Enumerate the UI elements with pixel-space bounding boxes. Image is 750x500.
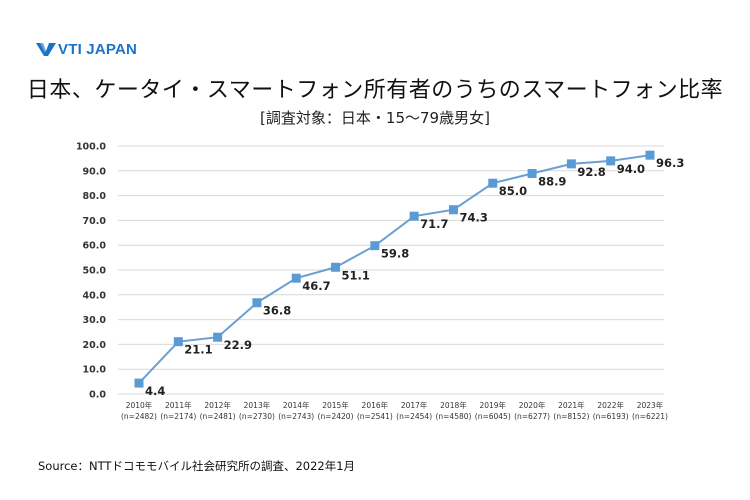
x-sample-size-label: (n=6193) <box>593 412 629 421</box>
x-sample-size-label: (n=6221) <box>632 412 668 421</box>
x-sample-size-label: (n=2454) <box>396 412 432 421</box>
data-value-label: 92.8 <box>577 165 605 179</box>
x-tick-label: 2023年 <box>637 400 664 410</box>
data-value-label: 94.0 <box>617 162 645 176</box>
x-sample-size-label: (n=2174) <box>160 412 196 421</box>
x-tick-label: 2013年 <box>244 400 271 410</box>
x-tick-label: 2022年 <box>597 400 624 410</box>
y-tick-label: 70.0 <box>83 216 107 227</box>
source-note: Source：NTTドコモモバイル社会研究所の調査、2022年1月 <box>38 459 356 473</box>
data-value-label: 36.8 <box>263 304 291 318</box>
x-sample-size-label: (n=6277) <box>514 412 550 421</box>
data-value-label: 71.7 <box>420 217 448 231</box>
y-tick-label: 10.0 <box>83 365 107 376</box>
y-tick-label: 60.0 <box>83 241 107 252</box>
vti-logo-icon <box>36 43 56 56</box>
data-point-marker <box>173 337 183 347</box>
x-sample-size-label: (n=8152) <box>553 412 589 421</box>
data-point-marker <box>527 169 537 179</box>
x-tick-label: 2019年 <box>479 400 506 410</box>
x-sample-size-label: (n=2482) <box>121 412 157 421</box>
y-tick-label: 20.0 <box>83 340 107 351</box>
data-value-label: 4.4 <box>145 384 165 398</box>
data-point-marker <box>606 156 616 166</box>
x-tick-label: 2012年 <box>204 400 231 410</box>
data-point-marker <box>566 159 576 169</box>
data-value-label: 85.0 <box>499 184 527 198</box>
data-value-label: 96.3 <box>656 156 684 170</box>
x-sample-size-label: (n=2730) <box>239 412 275 421</box>
data-value-label: 21.1 <box>184 343 212 357</box>
y-tick-label: 0.0 <box>89 390 106 401</box>
x-sample-size-label: (n=4580) <box>435 412 471 421</box>
x-tick-label: 2018年 <box>440 400 467 410</box>
x-tick-label: 2017年 <box>401 400 428 410</box>
x-sample-size-label: (n=6045) <box>475 412 511 421</box>
logo-text: VTI JAPAN <box>58 40 138 58</box>
x-tick-label: 2016年 <box>362 400 389 410</box>
data-point-marker <box>291 273 301 283</box>
data-point-marker <box>488 178 498 188</box>
data-point-marker <box>134 378 144 388</box>
x-sample-size-label: (n=2743) <box>278 412 314 421</box>
data-value-label: 46.7 <box>302 279 330 293</box>
data-value-label: 74.3 <box>459 211 487 225</box>
x-tick-label: 2014年 <box>283 400 310 410</box>
series-line <box>138 154 651 384</box>
chart-subtitle: [調査対象：日本・15〜79歳男女] <box>260 109 490 127</box>
data-value-label: 51.1 <box>342 268 370 282</box>
chart-title: 日本、ケータイ・スマートフォン所有者のうちのスマートフォン比率 <box>26 78 724 103</box>
y-tick-label: 30.0 <box>83 315 107 326</box>
x-tick-label: 2011年 <box>165 400 192 410</box>
data-point-marker <box>645 150 655 160</box>
data-point-marker <box>409 211 419 221</box>
data-value-label: 88.9 <box>538 175 566 189</box>
logo: VTI JAPAN <box>36 40 137 58</box>
x-tick-label: 2010年 <box>126 400 153 410</box>
data-point-marker <box>370 241 380 251</box>
data-value-label: 22.9 <box>224 338 252 352</box>
y-tick-label: 80.0 <box>83 191 107 202</box>
data-point-marker <box>213 332 223 342</box>
x-tick-label: 2020年 <box>519 400 546 410</box>
data-point-marker <box>331 262 341 272</box>
data-point-marker <box>252 298 262 308</box>
x-tick-label: 2021年 <box>558 400 585 410</box>
x-sample-size-label: (n=2481) <box>200 412 236 421</box>
data-point-marker <box>448 205 458 215</box>
x-tick-label: 2015年 <box>322 400 349 410</box>
x-sample-size-label: (n=2420) <box>318 412 354 421</box>
y-tick-label: 90.0 <box>83 166 107 177</box>
y-tick-label: 40.0 <box>83 290 107 301</box>
y-tick-label: 100.0 <box>76 142 106 153</box>
x-sample-size-label: (n=2541) <box>357 412 393 421</box>
data-value-label: 59.8 <box>381 247 409 261</box>
y-tick-label: 50.0 <box>83 266 107 277</box>
